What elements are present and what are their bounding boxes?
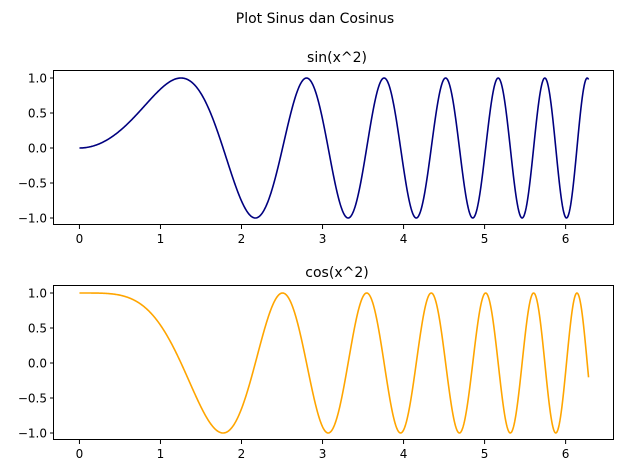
cos-x-tick-label: 5: [481, 447, 489, 461]
cos-x-tick-label: 0: [76, 447, 84, 461]
sin-y-tick-label: −0.5: [18, 177, 47, 191]
sin-x-tick-label: 6: [562, 232, 570, 246]
cos-y-tick-label: −1.0: [18, 427, 47, 441]
cos-x-tick-label: 1: [157, 447, 165, 461]
sin-x-tick-label: 0: [76, 232, 84, 246]
subplot-sin: sin(x^2) 0 1 2 3 4 5 6 1.0 0.5 0.0 −0.5 −1.0: [18, 50, 614, 246]
sin-y-tick-label: −1.0: [18, 212, 47, 226]
sin-y-tick-label: 0.0: [28, 142, 47, 156]
sin-series-line: [79, 77, 590, 219]
cos-y-tick-label: 0.0: [28, 357, 47, 371]
sin-x-tick-label: 4: [400, 232, 408, 246]
subplot-cos: cos(x^2) 0 1 2 3 4 5 6 1.0 0.5 0.0 −0.5 −1.0: [18, 265, 614, 461]
cos-axes-frame: [53, 285, 614, 440]
cos-x-tick-label: 2: [238, 447, 246, 461]
cos-plot-area: [79, 292, 590, 434]
sin-y-tick-label: 1.0: [28, 72, 47, 86]
subplot-title-cos: cos(x^2): [305, 265, 368, 281]
sin-x-tick-label: 1: [157, 232, 165, 246]
cos-x-tick-label: 4: [400, 447, 408, 461]
sin-x-tick-label: 2: [238, 232, 246, 246]
cos-y-tick-label: −0.5: [18, 392, 47, 406]
cos-y-tick-label: 0.5: [28, 322, 47, 336]
sin-x-tick-label: 3: [319, 232, 327, 246]
sin-y-tick-label: 0.5: [28, 107, 47, 121]
sin-plot-area: [79, 77, 590, 219]
cos-series-line: [79, 292, 590, 434]
sin-axes-frame: [53, 70, 614, 225]
subplot-title-sin: sin(x^2): [307, 50, 367, 66]
figure-suptitle: Plot Sinus dan Cosinus: [236, 11, 394, 27]
cos-x-tick-label: 3: [319, 447, 327, 461]
sin-x-tick-label: 5: [481, 232, 489, 246]
cos-x-tick-label: 6: [562, 447, 570, 461]
cos-y-tick-label: 1.0: [28, 287, 47, 301]
